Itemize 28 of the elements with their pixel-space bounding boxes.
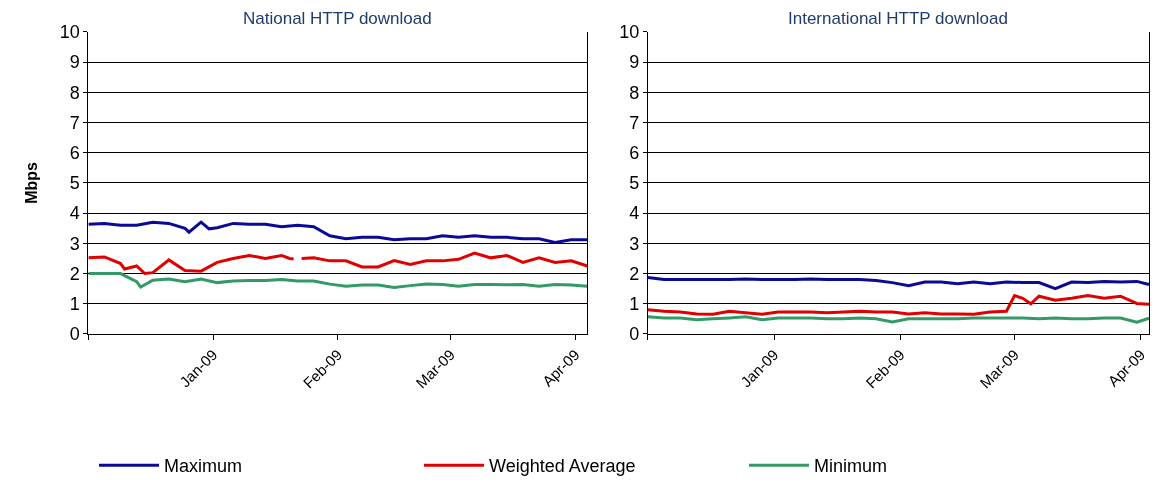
y-tick-label: 5 <box>69 173 80 194</box>
y-tick-label: 4 <box>629 203 640 224</box>
y-tick-label: 8 <box>629 82 640 103</box>
y-axis-title: Mbps <box>22 161 40 204</box>
chart-title: National HTTP download <box>243 9 432 28</box>
y-tick-label: 9 <box>69 52 80 73</box>
y-tick-label: 9 <box>629 52 640 73</box>
chart-title: International HTTP download <box>788 9 1008 28</box>
legend-label: Minimum <box>814 456 888 477</box>
y-tick-label: 7 <box>629 112 640 133</box>
y-tick-label: 10 <box>59 22 80 43</box>
y-tick-label: 5 <box>629 173 640 194</box>
y-tick-label: 0 <box>69 324 80 345</box>
y-tick-label: 2 <box>629 263 640 284</box>
y-tick-label: 10 <box>619 22 640 43</box>
y-tick-label: 7 <box>69 112 80 133</box>
y-tick-label: 1 <box>69 294 80 315</box>
y-tick-label: 0 <box>629 324 640 345</box>
y-tick-label: 6 <box>69 143 80 164</box>
y-tick-label: 2 <box>69 263 80 284</box>
y-tick-label: 3 <box>629 233 640 254</box>
y-tick-label: 1 <box>629 294 640 315</box>
legend-label: Weighted Average <box>489 456 636 477</box>
legend-label: Maximum <box>164 456 243 477</box>
y-tick-label: 6 <box>629 143 640 164</box>
y-tick-label: 8 <box>69 82 80 103</box>
y-tick-label: 3 <box>69 233 80 254</box>
y-tick-label: 4 <box>69 203 80 224</box>
